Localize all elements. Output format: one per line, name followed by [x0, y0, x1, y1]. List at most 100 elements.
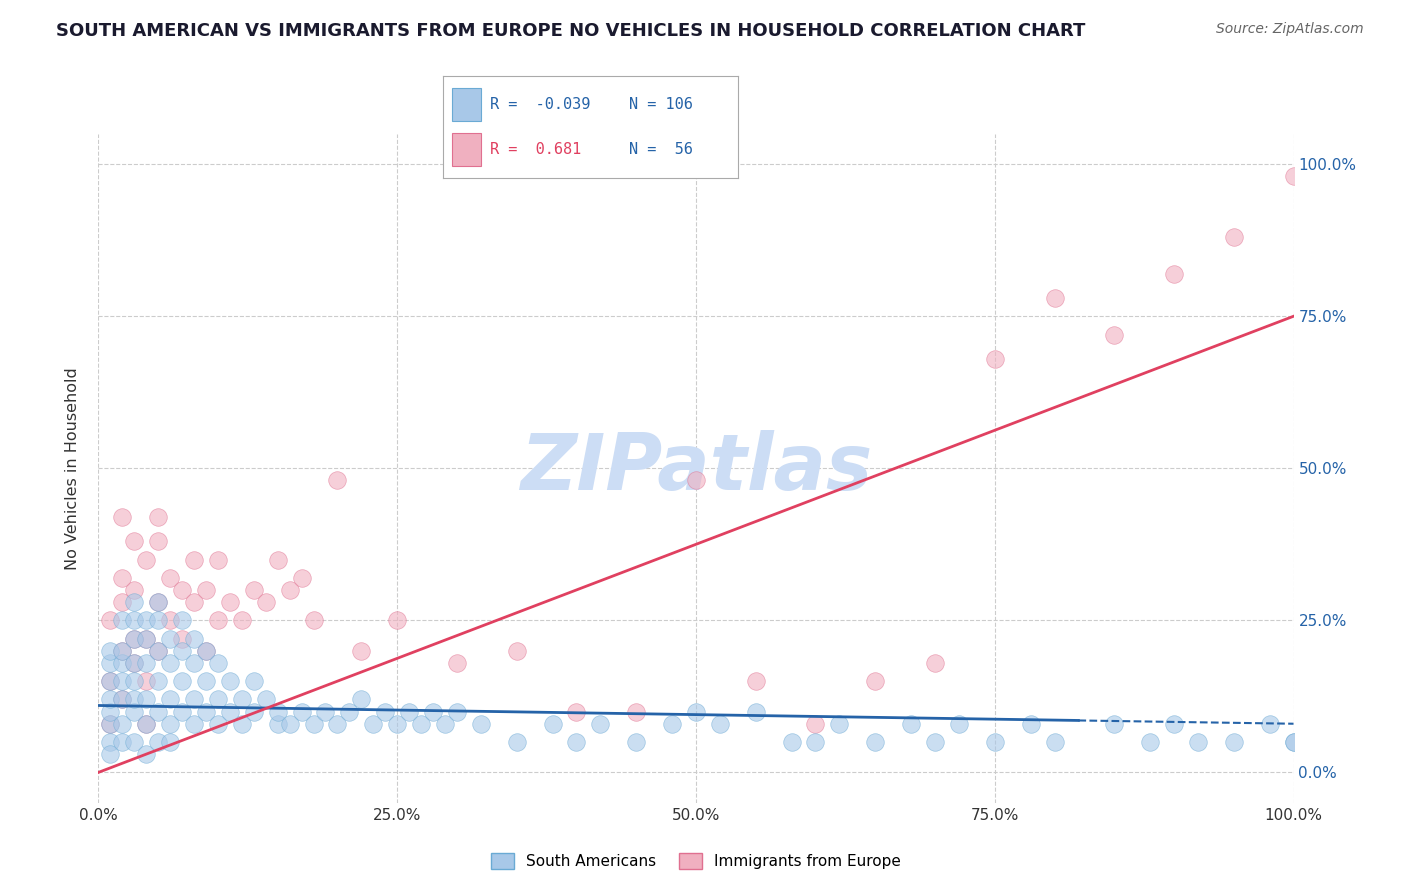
Y-axis label: No Vehicles in Household: No Vehicles in Household: [65, 367, 80, 570]
Point: [900, 716, 922, 731]
Point: [267, 552, 290, 566]
Point: [506, 644, 529, 658]
Point: [148, 613, 170, 627]
Point: [243, 582, 266, 597]
Point: [148, 644, 170, 658]
Point: [159, 716, 181, 731]
Point: [243, 705, 266, 719]
Point: [385, 716, 409, 731]
Point: [709, 716, 731, 731]
Point: [124, 632, 146, 646]
Point: [135, 656, 157, 670]
Point: [433, 716, 456, 731]
Point: [398, 705, 420, 719]
Point: [148, 534, 170, 549]
Point: [148, 595, 170, 609]
Point: [135, 552, 157, 566]
Point: [111, 692, 134, 706]
Point: [124, 632, 146, 646]
Point: [98, 656, 122, 670]
Point: [1019, 716, 1042, 731]
Point: [589, 716, 612, 731]
Point: [446, 705, 468, 719]
Point: [374, 705, 396, 719]
Text: ZIPatlas: ZIPatlas: [520, 430, 872, 507]
Point: [135, 613, 157, 627]
Point: [135, 632, 157, 646]
Point: [231, 613, 253, 627]
Point: [183, 692, 205, 706]
Point: [863, 674, 887, 689]
Point: [804, 716, 827, 731]
Point: [278, 582, 301, 597]
Point: [124, 674, 146, 689]
Point: [385, 613, 409, 627]
Point: [565, 705, 588, 719]
Point: [111, 735, 134, 749]
Point: [98, 747, 122, 761]
Point: [350, 692, 373, 706]
Text: N = 106: N = 106: [628, 97, 693, 112]
Point: [984, 351, 1007, 366]
Point: [411, 716, 433, 731]
Point: [135, 674, 157, 689]
Point: [745, 674, 768, 689]
Point: [183, 716, 205, 731]
Point: [124, 656, 146, 670]
Text: Source: ZipAtlas.com: Source: ZipAtlas.com: [1216, 22, 1364, 37]
Point: [1282, 169, 1305, 184]
Point: [780, 735, 803, 749]
Point: [98, 705, 122, 719]
Point: [661, 716, 683, 731]
Point: [148, 595, 170, 609]
Point: [124, 656, 146, 670]
Point: [111, 644, 134, 658]
Bar: [451, 133, 481, 166]
Point: [183, 552, 205, 566]
Point: [111, 674, 134, 689]
Point: [172, 705, 194, 719]
Point: [290, 705, 312, 719]
Point: [194, 674, 218, 689]
Point: [194, 644, 218, 658]
Point: [243, 674, 266, 689]
Point: [98, 674, 122, 689]
Point: [422, 705, 444, 719]
Text: R =  0.681: R = 0.681: [491, 142, 582, 157]
Point: [98, 716, 122, 731]
Point: [828, 716, 851, 731]
Point: [172, 613, 194, 627]
Point: [219, 595, 242, 609]
Point: [148, 735, 170, 749]
Point: [172, 632, 194, 646]
Point: [159, 735, 181, 749]
Point: [1043, 291, 1066, 305]
Point: [984, 735, 1007, 749]
Point: [98, 674, 122, 689]
Point: [1102, 327, 1125, 342]
Point: [302, 716, 325, 731]
Point: [1258, 716, 1281, 731]
Point: [1187, 735, 1209, 749]
Point: [1222, 230, 1246, 244]
Point: [207, 692, 229, 706]
Point: [194, 705, 218, 719]
Point: [924, 735, 946, 749]
Point: [685, 705, 707, 719]
Point: [148, 510, 170, 524]
Point: [290, 571, 312, 585]
Point: [159, 613, 181, 627]
Point: [254, 692, 277, 706]
Point: [207, 552, 229, 566]
Point: [506, 735, 529, 749]
Point: [1222, 735, 1246, 749]
Point: [111, 595, 134, 609]
Point: [111, 716, 134, 731]
Point: [326, 474, 349, 488]
Point: [685, 474, 707, 488]
Point: [219, 674, 242, 689]
Point: [172, 644, 194, 658]
Point: [98, 716, 122, 731]
Point: [948, 716, 970, 731]
Point: [98, 613, 122, 627]
